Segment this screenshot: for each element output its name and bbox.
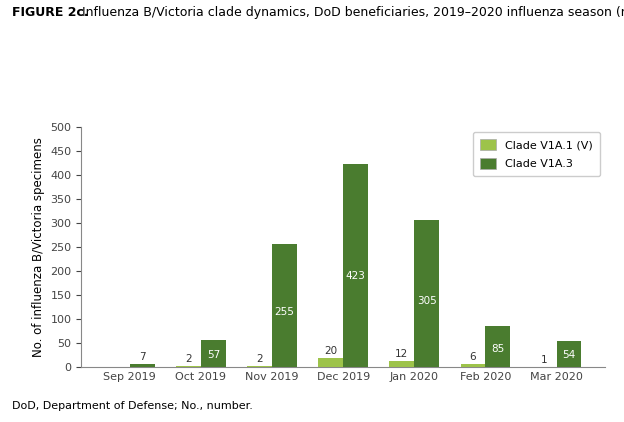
Text: 85: 85 [491, 344, 505, 354]
Bar [389, 361, 414, 367]
Bar [176, 366, 201, 367]
Bar [318, 357, 343, 367]
Text: Influenza B/Victoria clade dynamics, DoD beneficiaries, 2019–2020 influenza seas: Influenza B/Victoria clade dynamics, DoD… [78, 6, 624, 19]
Text: 57: 57 [207, 350, 220, 360]
Text: 7: 7 [139, 352, 145, 362]
Bar [461, 364, 485, 367]
Bar [272, 244, 297, 367]
Legend: Clade V1A.1 (V), Clade V1A.3: Clade V1A.1 (V), Clade V1A.3 [473, 132, 600, 176]
Text: FIGURE 2c.: FIGURE 2c. [12, 6, 89, 19]
Bar [557, 341, 582, 367]
Text: 54: 54 [562, 350, 575, 360]
Text: 6: 6 [470, 352, 476, 362]
Bar [130, 364, 155, 367]
Bar [485, 326, 510, 367]
Bar [201, 340, 226, 367]
Text: DoD, Department of Defense; No., number.: DoD, Department of Defense; No., number. [12, 401, 253, 411]
Bar [247, 366, 272, 367]
Text: 12: 12 [395, 349, 409, 360]
Bar [414, 220, 439, 367]
Text: 255: 255 [275, 307, 295, 317]
Text: 2: 2 [256, 354, 263, 364]
Text: 2: 2 [185, 354, 192, 364]
Text: 423: 423 [346, 271, 366, 281]
Y-axis label: No. of influenza B/Victoria specimens: No. of influenza B/Victoria specimens [32, 137, 45, 357]
Text: 305: 305 [417, 296, 437, 306]
Bar [343, 164, 368, 367]
Text: 1: 1 [541, 355, 547, 365]
Text: 20: 20 [324, 346, 338, 356]
